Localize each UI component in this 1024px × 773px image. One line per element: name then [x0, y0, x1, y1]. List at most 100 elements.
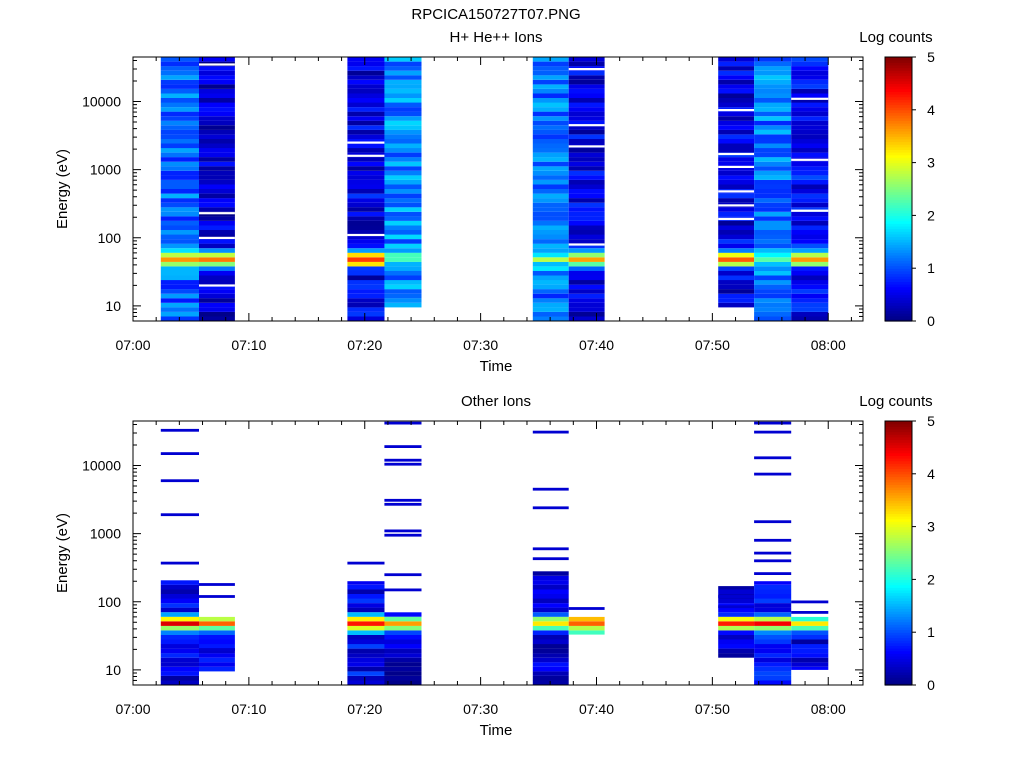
heatmap-cell — [199, 662, 235, 667]
heatmap-cell — [199, 220, 235, 226]
heatmap-cell — [568, 216, 605, 221]
heatmap-cell — [791, 316, 829, 321]
heatmap-cell — [568, 102, 605, 108]
heatmap-cell — [532, 680, 569, 685]
heatmap-cell — [568, 284, 605, 290]
heatmap-cell — [532, 616, 569, 622]
heatmap-cell — [347, 284, 385, 290]
heatmap-cell — [754, 675, 792, 681]
heatmap-cell — [718, 653, 755, 658]
heatmap-cell — [532, 88, 569, 94]
heatmap-cell — [384, 148, 422, 153]
heatmap-cell — [754, 293, 792, 299]
data-gap-line — [718, 190, 755, 193]
heatmap-cell — [718, 612, 755, 617]
heatmap-cell — [568, 275, 605, 281]
heatmap-cell — [384, 216, 422, 221]
heatmap-cell — [791, 639, 829, 645]
heatmap-cell — [754, 657, 792, 663]
heatmap-cell — [384, 616, 422, 622]
heatmap-cell — [384, 248, 422, 253]
heatmap-cell — [754, 280, 792, 285]
heatmap-cell — [160, 275, 199, 281]
heatmap-cell — [160, 316, 199, 321]
data-gap-line — [718, 165, 755, 168]
heatmap-cell — [791, 311, 829, 317]
count-line — [199, 648, 235, 651]
heatmap-cell — [532, 66, 569, 71]
heatmap-cell — [791, 120, 829, 126]
heatmap-cell — [347, 230, 385, 235]
count-line — [384, 421, 422, 425]
hplus-heplusplus-panel: H+ He++ Ions Log counts Time Energy (eV)… — [54, 29, 935, 375]
heatmap-cell — [199, 275, 235, 281]
heatmap-cell — [347, 125, 385, 130]
heatmap-cell — [754, 644, 792, 649]
heatmap-cell — [568, 84, 605, 89]
heatmap-cell — [384, 179, 422, 185]
heatmap-cell — [532, 575, 569, 581]
heatmap-cell — [718, 166, 755, 171]
heatmap-cell — [199, 616, 235, 622]
heatmap-cell — [532, 653, 569, 658]
heatmap-cell — [384, 161, 422, 167]
heatmap-cell — [568, 311, 605, 317]
heatmap-cell — [384, 280, 422, 285]
count-line — [384, 502, 422, 506]
heatmap-cell — [532, 198, 569, 203]
heatmap-cell — [347, 111, 385, 117]
heatmap-cell — [568, 175, 605, 180]
heatmap-cell — [199, 625, 235, 631]
heatmap-cell — [718, 607, 755, 613]
heatmap-cell — [160, 630, 199, 635]
heatmap-cell — [199, 111, 235, 117]
heatmap-cell — [754, 252, 792, 258]
heatmap-cell — [347, 198, 385, 203]
heatmap-cell — [199, 280, 235, 285]
heatmap-cell — [532, 607, 569, 613]
heatmap-cell — [791, 248, 829, 253]
heatmap-cell — [160, 175, 199, 180]
heatmap-cell — [754, 307, 792, 312]
heatmap-cell — [718, 589, 755, 594]
heatmap-cell — [347, 289, 385, 294]
heatmap-cell — [754, 266, 792, 271]
heatmap-cell — [347, 202, 385, 208]
heatmap-cell — [347, 671, 385, 676]
heatmap-cell — [754, 589, 792, 594]
heatmap-cell — [160, 594, 199, 599]
heatmap-cell — [754, 634, 792, 640]
heatmap-cell — [532, 220, 569, 226]
heatmap-cell — [718, 266, 755, 271]
colorbar-tick-label: 2 — [927, 571, 935, 587]
heatmap-cell — [347, 293, 385, 299]
heatmap-cell — [384, 298, 422, 303]
data-gap-line — [347, 154, 385, 157]
heatmap-cell — [568, 111, 605, 117]
heatmap-cell — [347, 266, 385, 271]
heatmap-cell — [754, 598, 792, 604]
heatmap-cell — [532, 225, 569, 230]
heatmap-cell — [347, 57, 385, 62]
heatmap-cell — [754, 107, 792, 112]
heatmap-cell — [160, 116, 199, 121]
heatmap-cell — [384, 284, 422, 290]
heatmap-cell — [532, 193, 569, 199]
heatmap-cell — [347, 257, 385, 262]
heatmap-cell — [532, 307, 569, 312]
heatmap-cell — [347, 607, 385, 613]
heatmap-cell — [532, 662, 569, 667]
heatmap-cell — [754, 284, 792, 290]
heatmap-cell — [791, 189, 829, 194]
heatmap-cell — [791, 134, 829, 139]
heatmap-cell — [347, 581, 385, 585]
heatmap-cell — [160, 671, 199, 676]
count-line — [791, 600, 829, 604]
heatmap-cell — [532, 316, 569, 321]
count-line — [532, 547, 569, 551]
heatmap-cell — [160, 170, 199, 176]
heatmap-cell — [384, 189, 422, 194]
heatmap-cell — [384, 202, 422, 208]
heatmap-cell — [347, 179, 385, 185]
heatmap-cell — [568, 120, 605, 126]
